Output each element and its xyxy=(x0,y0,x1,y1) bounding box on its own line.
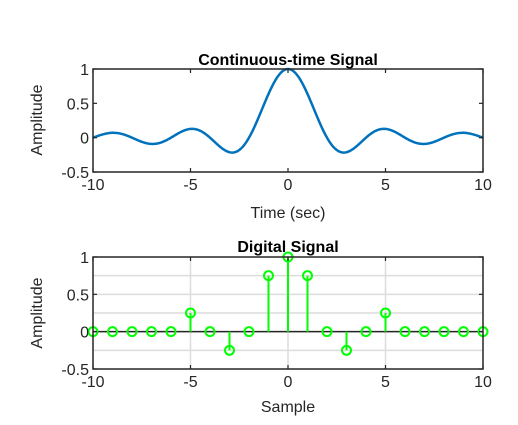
x-tick-label: -5 xyxy=(183,374,197,391)
continuous-signal-plot: -10 -5 0 5 10 -0.5 0 0.5 1 Continuous-time Signa… xyxy=(29,52,492,222)
x-tick-label: -5 xyxy=(183,177,197,194)
stem-marker xyxy=(185,307,196,319)
y-tick-label: 0 xyxy=(80,325,89,342)
stem-marker xyxy=(438,326,450,338)
y-tick-label: 1 xyxy=(80,250,89,267)
y-axis-label: Amplitude xyxy=(29,84,46,155)
y-tick-label: 0 xyxy=(80,131,89,148)
y-tick-label: 0.5 xyxy=(67,96,89,113)
stem-marker xyxy=(224,344,235,356)
stem-marker xyxy=(380,307,391,319)
x-tick-label: -10 xyxy=(81,177,104,194)
digital-signal-plot: -10 -5 0 5 10 -0.5 0 0.5 1 Digital Signal Sample… xyxy=(29,239,492,416)
stem-marker xyxy=(360,326,372,338)
stem-marker xyxy=(243,326,255,338)
y-tick-label: -0.5 xyxy=(61,362,89,379)
x-tick-label: 5 xyxy=(381,374,390,391)
stem-marker xyxy=(146,326,157,338)
x-tick-label: 5 xyxy=(381,177,390,194)
stem-marker xyxy=(165,326,177,338)
stem-marker xyxy=(126,326,138,338)
stem-marker xyxy=(419,326,430,338)
y-tick-label: 1 xyxy=(80,62,89,79)
stem-marker xyxy=(107,326,118,338)
plot-area xyxy=(93,69,483,172)
y-tick-label: -0.5 xyxy=(61,165,89,182)
stem-marker xyxy=(399,326,411,338)
x-tick-label: 10 xyxy=(474,374,492,391)
x-tick-label: 10 xyxy=(474,177,492,194)
stem-marker xyxy=(341,344,352,356)
x-tick-label: 0 xyxy=(284,374,293,391)
y-axis-label: Amplitude xyxy=(29,277,46,348)
x-axis-label: Time (sec) xyxy=(251,205,326,222)
stem-marker xyxy=(204,326,216,338)
x-tick-label: 0 xyxy=(284,177,293,194)
stem-marker xyxy=(458,326,469,338)
y-tick-label: 0.5 xyxy=(67,287,89,304)
x-tick-label: -10 xyxy=(81,374,104,391)
stem-marker xyxy=(302,270,313,282)
chart-title: Continuous-time Signal xyxy=(198,52,378,69)
stem-marker xyxy=(321,326,333,338)
x-axis-label: Sample xyxy=(261,399,315,416)
chart-title: Digital Signal xyxy=(237,239,338,256)
stem-marker xyxy=(263,270,274,282)
